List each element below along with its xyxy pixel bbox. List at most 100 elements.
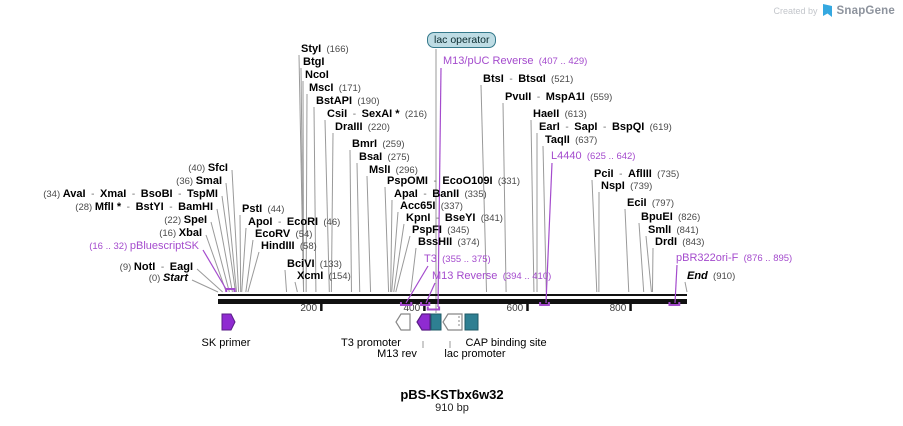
leader-line-MslI [366, 175, 372, 293]
map-backbone-thin [218, 294, 687, 296]
enzyme-label-NotI: (9) NotI - EagI [119, 261, 193, 273]
leader-line-XbaI [205, 234, 227, 293]
leader-line-PstI [239, 214, 242, 293]
leader-line-SmlI [645, 235, 652, 293]
feature-label-m13-rev: M13 rev [377, 348, 417, 360]
leader-line-PvuII [502, 102, 507, 293]
feature-m13-rev [416, 313, 431, 331]
leader-line-SpeI [210, 221, 230, 293]
feature-label-lac-promoter: lac promoter [444, 348, 506, 360]
enzyme-label-MslI: MslI (296) [369, 164, 418, 176]
plasmid-length: 910 bp [435, 402, 469, 414]
ruler-tick-800 [629, 303, 632, 311]
enzyme-label-BssHII: BssHII (374) [418, 236, 480, 248]
snapgene-logo-icon [822, 4, 832, 17]
ruler-number-600: 600 [507, 303, 524, 314]
leader-line-PspFI [395, 235, 411, 293]
leader-line-CsiI [324, 119, 330, 293]
ruler-tick-600 [526, 303, 529, 311]
region-bracket-M13Reverse [420, 302, 431, 306]
region-label-M13Reverse: M13 Reverse (394 .. 410) [432, 270, 552, 282]
region-leader-pBR322oriF [674, 264, 678, 304]
enzyme-label-BtgI: BtgI [303, 56, 325, 68]
feature-cap-binding-site [464, 313, 479, 331]
leader-line-ApoI [241, 227, 247, 293]
enzyme-label-EarI: EarI - SapI - BspQI (619) [539, 121, 672, 133]
enzyme-label-MflI: (28) MflI * - BstYI - BamHI [75, 201, 213, 213]
enzyme-label-Acc65I: Acc65I (337) [400, 200, 463, 212]
enzyme-label-SpeI: (22) SpeI [164, 214, 207, 226]
leader-line-BstAPI [313, 106, 317, 293]
leader-line-NcoI [302, 80, 305, 293]
ruler-number-800: 800 [610, 303, 627, 314]
leader-line-KpnI [393, 223, 405, 293]
enzyme-label-XcmI: XcmI (154) [297, 270, 351, 282]
region-leader-T3 [405, 265, 429, 304]
ruler-tick-400 [423, 303, 426, 311]
watermark-brand: SnapGene [836, 5, 895, 17]
enzyme-label-EcoRV: EcoRV (54) [255, 228, 313, 240]
ruler-number-200: 200 [300, 303, 317, 314]
enzyme-label-KpnI: KpnI - BseYI (341) [406, 212, 503, 224]
enzyme-label-DrdI: DrdI (843) [655, 236, 705, 248]
enzyme-label-BstAPI: BstAPI (190) [316, 95, 380, 107]
leader-line-MflI [216, 208, 233, 293]
leader-line-TaqII [542, 145, 547, 293]
leader-line-BtsI [480, 84, 488, 293]
watermark: Created by SnapGene [773, 4, 895, 18]
plasmid-title: pBS-KSTbx6w32 [400, 387, 504, 402]
leader-line-BciVI [284, 269, 288, 293]
region-bracket-L4440 [539, 302, 550, 306]
ruler-number-400: 400 [403, 303, 420, 314]
region-label-M13pUCReverse: M13/pUC Reverse (407 .. 429) [443, 55, 588, 67]
enzyme-label-DraIII: DraIII (220) [335, 121, 390, 133]
enzyme-label-Start: (0) Start [148, 272, 188, 284]
enzyme-label-SmaI: (36) SmaI [176, 175, 222, 187]
region-leader-M13Reverse [425, 282, 436, 304]
watermark-created-by: Created by [773, 6, 818, 16]
region-label-L4440: L4440 (625 .. 642) [551, 150, 636, 162]
enzyme-label-PspFI: PspFI (345) [412, 224, 470, 236]
enzyme-label-End: End (910) [687, 270, 736, 282]
leader-line-BpuEI [638, 222, 645, 293]
enzyme-label-ApoI: ApoI - EcoRI (46) [248, 216, 341, 228]
enzyme-label-CsiI: CsiI - SexAI * (216) [327, 108, 428, 120]
leader-line-BsaI [356, 162, 361, 293]
enzyme-label-BtsI: BtsI - BtsαI (521) [483, 73, 574, 85]
title-block: pBS-KSTbx6w32 910 bp [400, 387, 503, 415]
enzyme-label-ApaI: ApaI - BanII (335) [394, 188, 487, 200]
leader-line-HaeII [530, 119, 535, 293]
region-bracket-pBR322oriF [668, 302, 681, 306]
enzyme-label-PvuII: PvuII - MspA1I (559) [505, 91, 613, 103]
feature-label-cap-binding-site: CAP binding site [465, 337, 547, 349]
lac-operator-label: lac operator [427, 32, 497, 48]
leader-line-EcoRV [245, 239, 254, 293]
enzyme-label-NcoI: NcoI [305, 69, 329, 81]
region-leader-M13pUCReverse [437, 67, 442, 308]
enzyme-label-PciI: PciI - AflIII (735) [594, 168, 680, 180]
enzyme-label-TaqII: TaqII (637) [545, 134, 598, 146]
leader-line-MscI [305, 93, 308, 293]
enzyme-label-AvaI: (34) AvaI - XmaI - BsoBI - TspMI [43, 188, 218, 200]
leader-line-BssHII [410, 247, 417, 293]
enzyme-label-BciVI: BciVI (133) [287, 258, 342, 270]
enzyme-label-PstI: PstI (44) [242, 203, 285, 215]
enzyme-label-PspOMI: PspOMI - EcoO109I (331) [387, 175, 521, 187]
leader-line-EciI [624, 208, 630, 293]
enzyme-label-BmrI: BmrI (259) [352, 138, 405, 150]
feature-label-sk-primer: SK primer [201, 337, 251, 349]
feature-lac-operator-feature [430, 313, 442, 331]
enzyme-label-StyI: StyI (166) [301, 43, 349, 55]
leader-line-DraIII [330, 132, 334, 293]
leader-line-Start [191, 279, 219, 293]
feature-sk-primer [221, 313, 236, 331]
enzyme-label-BpuEI: BpuEI (826) [641, 211, 701, 223]
region-label-pBluescriptSK: (16 .. 32) pBluescriptSK [89, 240, 199, 252]
leader-line-End [684, 281, 688, 293]
region-label-pBR322oriF: pBR322ori-F (876 .. 895) [676, 252, 793, 264]
leader-line-NotI [196, 268, 223, 293]
ruler-tick-200 [320, 303, 323, 311]
enzyme-label-BsaI: BsaI (275) [359, 151, 410, 163]
leader-line-SfcI [231, 169, 240, 293]
